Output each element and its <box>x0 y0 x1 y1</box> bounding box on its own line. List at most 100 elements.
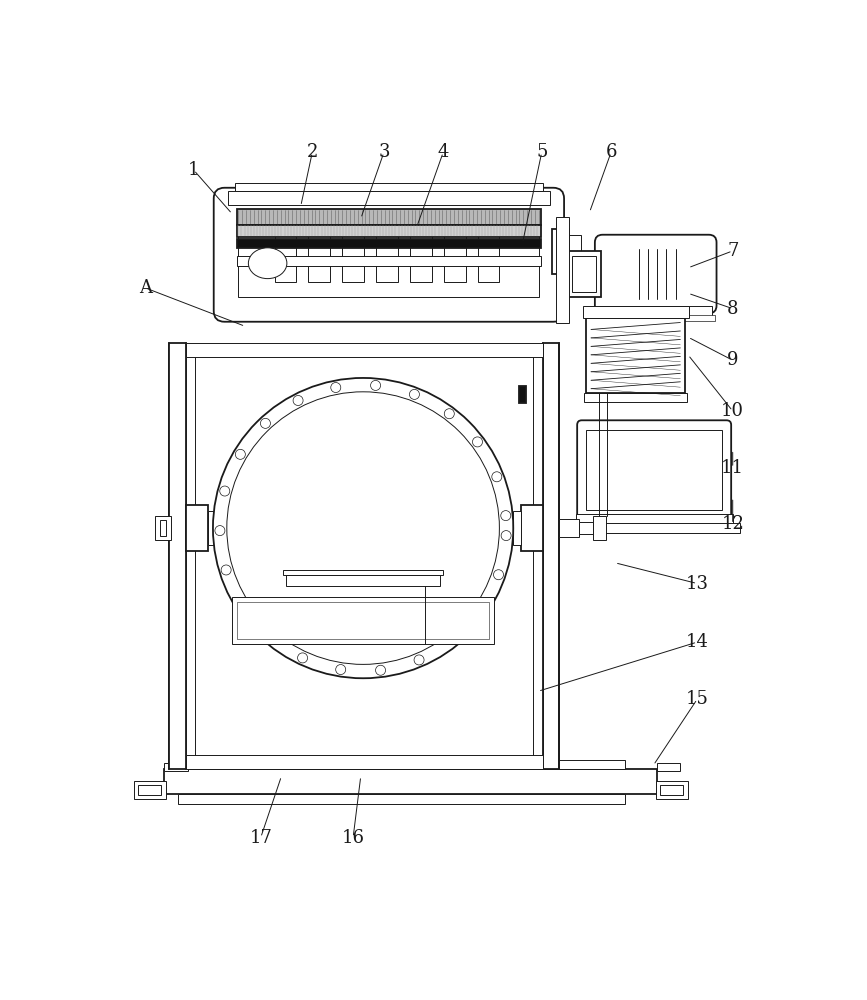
Bar <box>586 430 722 510</box>
Bar <box>578 522 592 534</box>
Bar <box>557 217 569 323</box>
Text: 2: 2 <box>307 143 318 161</box>
Bar <box>257 253 277 269</box>
Text: 8: 8 <box>727 300 739 318</box>
Circle shape <box>260 418 271 428</box>
Bar <box>571 256 596 292</box>
Bar <box>342 227 364 282</box>
Circle shape <box>493 570 504 580</box>
Bar <box>186 349 195 763</box>
Circle shape <box>264 631 274 641</box>
Bar <box>134 781 166 799</box>
Bar <box>533 349 543 763</box>
Bar <box>227 191 551 205</box>
Bar <box>237 602 489 639</box>
Circle shape <box>448 634 459 644</box>
Text: 3: 3 <box>378 143 389 161</box>
Text: 9: 9 <box>727 351 739 369</box>
Text: A: A <box>139 279 152 297</box>
Bar <box>165 769 657 794</box>
Circle shape <box>370 380 381 390</box>
Circle shape <box>409 389 420 399</box>
Bar <box>444 227 466 282</box>
Bar <box>568 523 740 533</box>
Text: 4: 4 <box>438 143 449 161</box>
Bar <box>513 511 521 545</box>
Circle shape <box>213 378 513 678</box>
Bar <box>262 250 274 272</box>
Bar <box>186 505 207 551</box>
Bar <box>275 227 297 282</box>
Bar <box>309 227 330 282</box>
Circle shape <box>227 392 499 664</box>
Bar <box>286 575 440 586</box>
Circle shape <box>501 511 511 521</box>
Bar <box>237 209 541 225</box>
Circle shape <box>228 393 498 663</box>
FancyBboxPatch shape <box>577 420 731 519</box>
Bar <box>238 212 539 297</box>
Bar <box>232 597 494 644</box>
Circle shape <box>501 531 512 541</box>
Bar <box>599 306 712 316</box>
Text: 13: 13 <box>686 575 709 593</box>
Text: 16: 16 <box>342 829 365 847</box>
Circle shape <box>238 601 248 611</box>
Circle shape <box>444 409 454 419</box>
Bar <box>237 256 541 266</box>
FancyBboxPatch shape <box>214 188 564 322</box>
Text: 6: 6 <box>605 143 616 161</box>
Circle shape <box>336 665 346 675</box>
Bar <box>655 781 688 799</box>
Bar <box>165 763 187 771</box>
Circle shape <box>219 486 230 496</box>
Bar <box>237 225 541 237</box>
Text: 17: 17 <box>249 829 272 847</box>
Bar <box>186 343 543 357</box>
Bar <box>586 318 685 393</box>
Bar <box>478 227 499 282</box>
Text: 1: 1 <box>188 161 199 179</box>
Bar <box>592 516 606 540</box>
Text: 12: 12 <box>721 515 744 533</box>
Circle shape <box>221 565 231 575</box>
Circle shape <box>375 665 386 675</box>
Bar <box>576 514 733 525</box>
Text: 5: 5 <box>536 143 547 161</box>
Text: 14: 14 <box>686 633 708 651</box>
Bar <box>169 343 186 769</box>
Bar <box>569 235 581 269</box>
Bar <box>235 183 543 191</box>
FancyBboxPatch shape <box>595 235 716 313</box>
Bar <box>567 251 601 297</box>
Circle shape <box>331 383 341 393</box>
Text: 7: 7 <box>727 242 739 260</box>
Bar <box>155 516 171 540</box>
Circle shape <box>293 395 303 405</box>
Circle shape <box>297 653 308 663</box>
Bar <box>657 763 681 771</box>
Bar <box>237 239 541 248</box>
Bar <box>179 760 625 769</box>
Bar <box>551 229 569 274</box>
Bar <box>543 343 559 769</box>
Bar <box>186 755 543 769</box>
Circle shape <box>492 472 502 482</box>
Bar <box>521 505 543 551</box>
Ellipse shape <box>248 248 287 279</box>
Text: 11: 11 <box>721 459 744 477</box>
Bar <box>584 393 688 402</box>
Text: 10: 10 <box>721 402 744 420</box>
Bar <box>179 794 625 804</box>
Bar <box>283 570 443 575</box>
Bar <box>518 386 526 403</box>
Circle shape <box>215 526 225 536</box>
Bar <box>583 306 688 318</box>
Bar <box>376 227 398 282</box>
Bar <box>596 315 715 321</box>
Text: 15: 15 <box>686 690 708 708</box>
Bar <box>410 227 432 282</box>
Bar <box>661 785 683 795</box>
Bar <box>207 511 215 545</box>
Circle shape <box>473 437 483 447</box>
